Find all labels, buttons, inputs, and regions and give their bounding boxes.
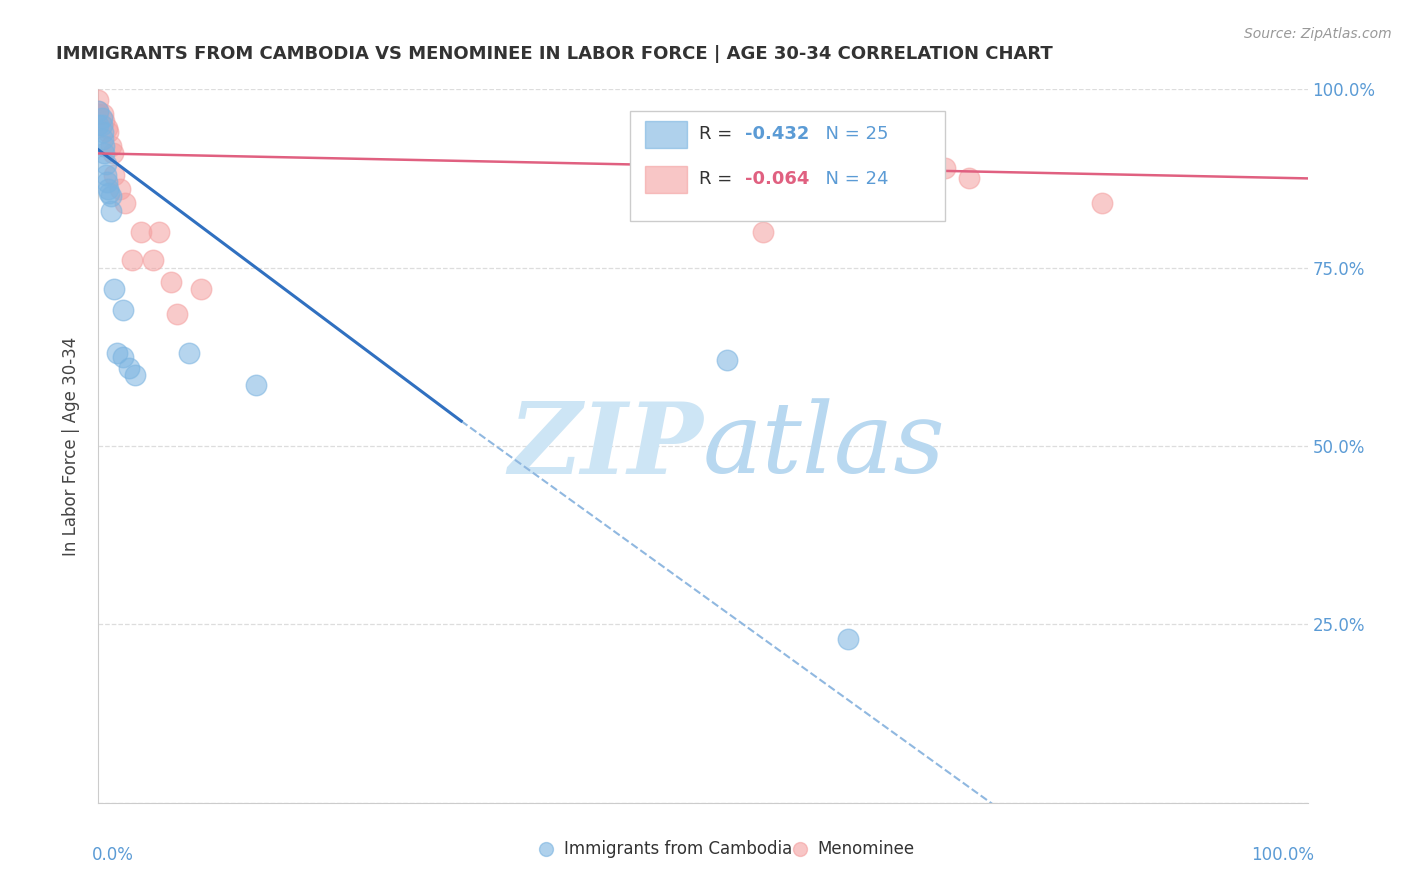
Text: Immigrants from Cambodia: Immigrants from Cambodia [564,840,792,858]
Point [100,203,122,218]
Point [87,93,110,107]
Text: -0.064: -0.064 [745,170,810,188]
Text: N = 24: N = 24 [814,170,889,188]
Point [160,275,183,289]
Bar [645,166,688,193]
Point [100,189,122,203]
Point [93,114,115,128]
Point [111,303,134,318]
Point [934,161,956,175]
Point [124,368,146,382]
Point [91,125,114,139]
Point [97,125,120,139]
Point [103,282,125,296]
Point [93,146,115,161]
Bar [630,111,945,221]
Point [91,118,114,132]
Point [849,171,872,186]
Point [94,168,117,182]
Text: Source: ZipAtlas.com: Source: ZipAtlas.com [1244,27,1392,41]
Text: N = 25: N = 25 [814,125,889,143]
Y-axis label: In Labor Force | Age 30-34: In Labor Force | Age 30-34 [62,336,80,556]
Point [837,632,859,646]
Point [97,182,120,196]
Point [716,353,738,368]
Point [94,157,117,171]
Point [101,146,124,161]
Point [957,171,980,186]
Point [91,111,114,125]
Text: R =: R = [699,170,738,188]
Point [96,121,118,136]
Text: Menominee: Menominee [818,840,915,858]
Point [108,182,131,196]
Point [121,253,143,268]
Point [98,186,121,200]
Point [91,132,114,146]
Point [190,282,212,296]
Point [96,175,118,189]
Text: IMMIGRANTS FROM CAMBODIA VS MENOMINEE IN LABOR FORCE | AGE 30-34 CORRELATION CHA: IMMIGRANTS FROM CAMBODIA VS MENOMINEE IN… [56,45,1053,62]
Text: atlas: atlas [703,399,946,493]
Point [91,107,114,121]
Point [105,346,128,360]
Point [166,307,188,321]
Point [87,103,110,118]
Point [93,139,115,153]
Point [87,118,110,132]
Point [129,225,152,239]
Point [114,196,136,211]
Text: 0.0%: 0.0% [93,846,134,863]
Point [142,253,165,268]
Text: ZIP: ZIP [508,398,703,494]
Point [752,225,775,239]
Point [111,350,134,364]
Point [103,168,125,182]
Text: 100.0%: 100.0% [1250,846,1313,863]
Point [148,225,170,239]
Point [87,107,110,121]
Point [179,346,201,360]
Point [1091,196,1114,211]
Text: -0.432: -0.432 [745,125,810,143]
Text: R =: R = [699,125,738,143]
Point [118,360,141,375]
Point [100,139,122,153]
Point [245,378,267,392]
Point [87,103,110,118]
Bar [645,120,688,148]
